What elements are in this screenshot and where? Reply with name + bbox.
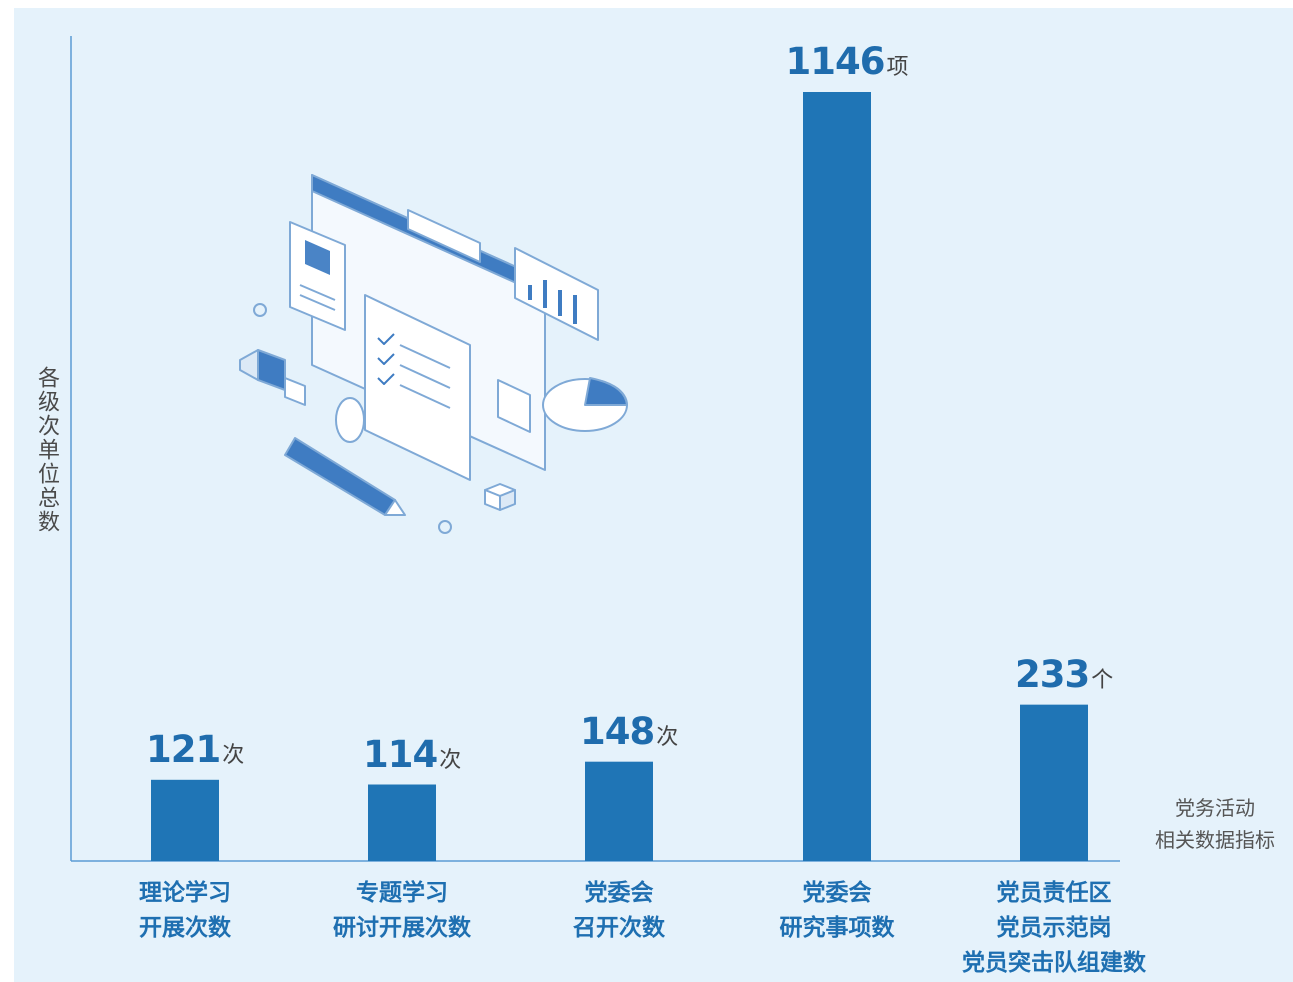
value-label-3: 1146项 bbox=[786, 40, 909, 83]
category-label-3: 党委会 研究事项数 bbox=[722, 876, 952, 946]
x-axis-label-line-1: 党务活动 bbox=[1175, 796, 1255, 820]
y-axis-label: 各级次单位总数 bbox=[30, 366, 60, 538]
category-label-line: 理论学习 bbox=[139, 880, 231, 906]
value-number: 1146 bbox=[785, 40, 886, 83]
value-number: 148 bbox=[580, 709, 655, 753]
bar-1 bbox=[368, 784, 436, 861]
x-axis-label: 党务活动 相关数据指标 bbox=[1120, 792, 1293, 856]
bar-0 bbox=[151, 779, 219, 861]
x-axis-label-line-2: 相关数据指标 bbox=[1155, 828, 1275, 852]
value-label-0: 121次 bbox=[146, 728, 244, 771]
y-axis-label-text: 各级次单位总数 bbox=[34, 366, 59, 534]
category-label-line: 党员突击队组建数 bbox=[962, 950, 1146, 976]
value-number: 233 bbox=[1015, 652, 1090, 696]
category-label-line: 召开次数 bbox=[573, 915, 665, 941]
category-label-1: 专题学习研讨开展次数 bbox=[287, 876, 517, 946]
bar-3 bbox=[803, 92, 871, 861]
category-label-line: 党委会 bbox=[802, 880, 872, 906]
value-unit: 次 bbox=[656, 724, 679, 750]
value-unit: 项 bbox=[886, 55, 909, 80]
category-label-line: 党委会 bbox=[584, 880, 654, 906]
value-label-1: 114次 bbox=[363, 733, 461, 776]
value-unit: 个 bbox=[1091, 667, 1114, 693]
value-label-4: 233个 bbox=[1015, 653, 1113, 696]
document-dashboard-illustration bbox=[239, 174, 628, 534]
category-label-line: 研究事项数 bbox=[779, 915, 895, 941]
category-label-4: 党员责任区党员示范岗党员突击队组建数 bbox=[939, 876, 1169, 981]
value-number: 114 bbox=[363, 732, 438, 776]
category-label-2: 党委会 召开次数 bbox=[504, 876, 734, 946]
value-number: 121 bbox=[146, 727, 221, 771]
category-label-line: 开展次数 bbox=[139, 915, 231, 941]
bar-4 bbox=[1020, 704, 1088, 861]
category-label-0: 理论学习 开展次数 bbox=[70, 876, 300, 946]
value-unit: 次 bbox=[439, 747, 462, 773]
bar-2 bbox=[585, 761, 653, 861]
value-unit: 次 bbox=[222, 742, 245, 768]
category-label-line: 党员示范岗 bbox=[996, 915, 1112, 941]
category-label-line: 党员责任区 bbox=[996, 880, 1112, 906]
value-label-2: 148次 bbox=[580, 710, 678, 753]
category-label-line: 研讨开展次数 bbox=[333, 915, 471, 941]
category-label-line: 专题学习 bbox=[356, 880, 448, 906]
